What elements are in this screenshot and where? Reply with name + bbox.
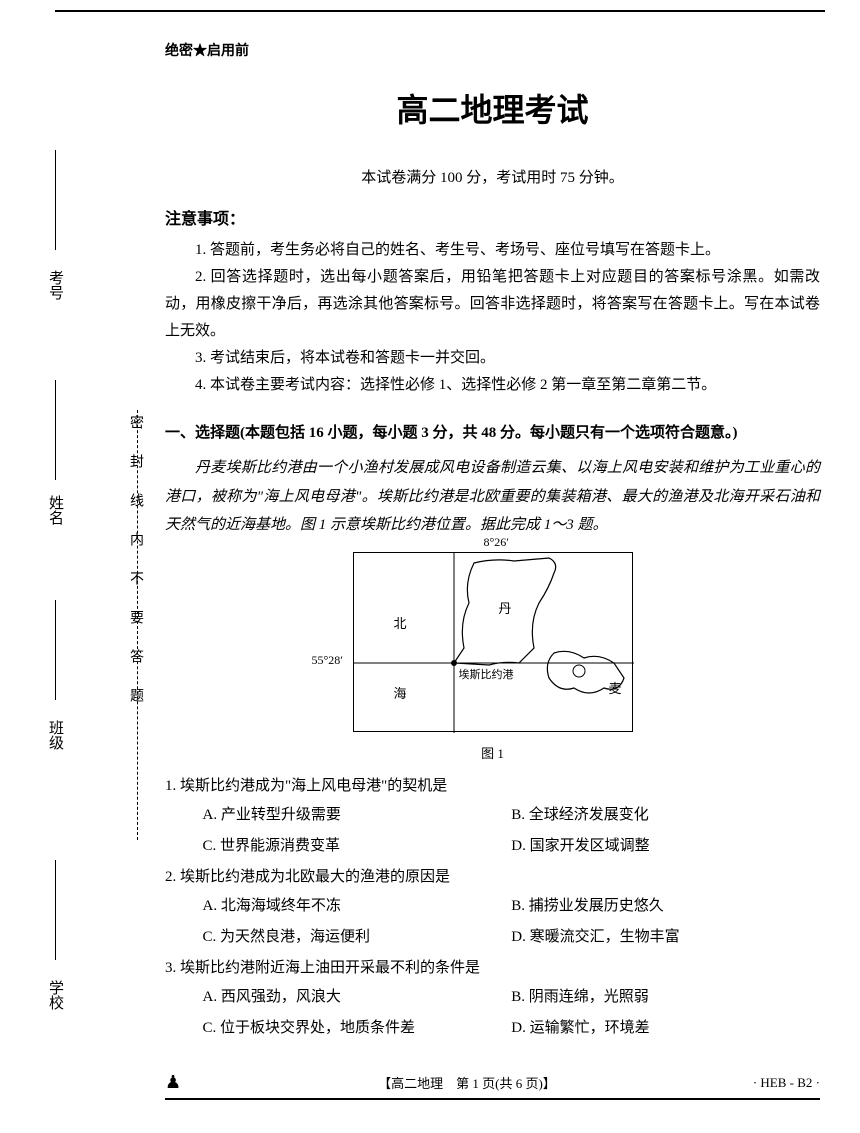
- page-footer: ♟ 【高二地理 第 1 页(共 6 页)】 · HEB - B2 ·: [165, 1072, 820, 1100]
- q3-optB: B. 阴雨连绵，光照弱: [511, 985, 820, 1006]
- q3-optA: A. 西风强劲，风浪大: [203, 985, 512, 1006]
- footer-icon: ♟: [165, 1072, 181, 1093]
- q3-optD: D. 运输繁忙，环境差: [511, 1016, 820, 1037]
- lat-label: 55°28′: [312, 653, 343, 668]
- footer-center: 【高二地理 第 1 页(共 6 页)】: [378, 1073, 556, 1092]
- q3-options: A. 西风强劲，风浪大 B. 阴雨连绵，光照弱 C. 位于板块交界处，地质条件差…: [165, 985, 820, 1037]
- notice-2: 2. 回答选择题时，选出每小题答案后，用铅笔把答题卡上对应题目的答案标号涂黑。如…: [165, 264, 820, 345]
- q1-optD: D. 国家开发区域调整: [511, 834, 820, 855]
- denmark-label: 丹: [499, 598, 512, 617]
- main-content: 绝密★启用前 高二地理考试 本试卷满分 100 分，考试用时 75 分钟。 注意…: [165, 40, 820, 1037]
- top-secret-label: 绝密★启用前: [165, 40, 820, 60]
- q2-optD: D. 寒暖流交汇，生物丰富: [511, 925, 820, 946]
- school-line: [55, 860, 56, 960]
- section1-header: 一、选择题(本题包括 16 小题，每小题 3 分，共 48 分。每小题只有一个选…: [165, 421, 820, 442]
- notice-1: 1. 答题前，考生务必将自己的姓名、考生号、考场号、座位号填写在答题卡上。: [165, 237, 820, 264]
- field-class: 班级: [45, 720, 66, 750]
- binding-margin: 学校 班级 姓名 考号 密封线内不要答题: [55, 40, 155, 1100]
- map-svg: [354, 553, 634, 733]
- name-line: [55, 380, 56, 480]
- q2-text: 2. 埃斯比约港成为北欧最大的渔港的原因是: [165, 865, 820, 886]
- top-rule: [55, 10, 825, 12]
- northsea-label: 北: [394, 613, 407, 632]
- seal-text: 密封线内不要答题: [125, 415, 145, 727]
- q2-optC: C. 为天然良港，海运便利: [203, 925, 512, 946]
- port-label: 埃斯比约港: [459, 666, 514, 682]
- subtitle: 本试卷满分 100 分，考试用时 75 分钟。: [165, 166, 820, 187]
- q1-optB: B. 全球经济发展变化: [511, 803, 820, 824]
- figure-container: 8°26′ 55°28′ 北 海 丹 麦 埃斯比约港 图 1: [165, 552, 820, 762]
- field-school: 学校: [45, 980, 66, 1010]
- examno-line: [55, 150, 56, 250]
- footer-right: · HEB - B2 ·: [753, 1075, 820, 1091]
- field-examno: 考号: [45, 270, 66, 300]
- q1-options: A. 产业转型升级需要 B. 全球经济发展变化 C. 世界能源消费变革 D. 国…: [165, 803, 820, 855]
- q3-text: 3. 埃斯比约港附近海上油田开采最不利的条件是: [165, 956, 820, 977]
- class-line: [55, 600, 56, 700]
- notice-4: 4. 本试卷主要考试内容：选择性必修 1、选择性必修 2 第一章至第二章第二节。: [165, 372, 820, 399]
- field-name: 姓名: [45, 495, 66, 525]
- sea-label: 海: [394, 683, 407, 702]
- q1-optA: A. 产业转型升级需要: [203, 803, 512, 824]
- denmark2-label: 麦: [609, 678, 622, 697]
- figure-caption: 图 1: [165, 743, 820, 762]
- notice-3: 3. 考试结束后，将本试卷和答题卡一并交回。: [165, 345, 820, 372]
- q3-optC: C. 位于板块交界处，地质条件差: [203, 1016, 512, 1037]
- q2-options: A. 北海海域终年不冻 B. 捕捞业发展历史悠久 C. 为天然良港，海运便利 D…: [165, 894, 820, 946]
- page-container: 学校 班级 姓名 考号 密封线内不要答题 绝密★启用前 高二地理考试 本试卷满分…: [55, 40, 825, 1100]
- q1-optC: C. 世界能源消费变革: [203, 834, 512, 855]
- q2-optB: B. 捕捞业发展历史悠久: [511, 894, 820, 915]
- notice-header: 注意事项：: [165, 205, 820, 229]
- q2-optA: A. 北海海域终年不冻: [203, 894, 512, 915]
- q1-text: 1. 埃斯比约港成为"海上风电母港"的契机是: [165, 774, 820, 795]
- page-title: 高二地理考试: [165, 85, 820, 131]
- lon-label: 8°26′: [484, 535, 509, 550]
- map-diagram: 8°26′ 55°28′ 北 海 丹 麦 埃斯比约港: [353, 552, 633, 732]
- passage: 丹麦埃斯比约港由一个小渔村发展成风电设备制造云集、以海上风电安装和维护为工业重心…: [165, 454, 820, 540]
